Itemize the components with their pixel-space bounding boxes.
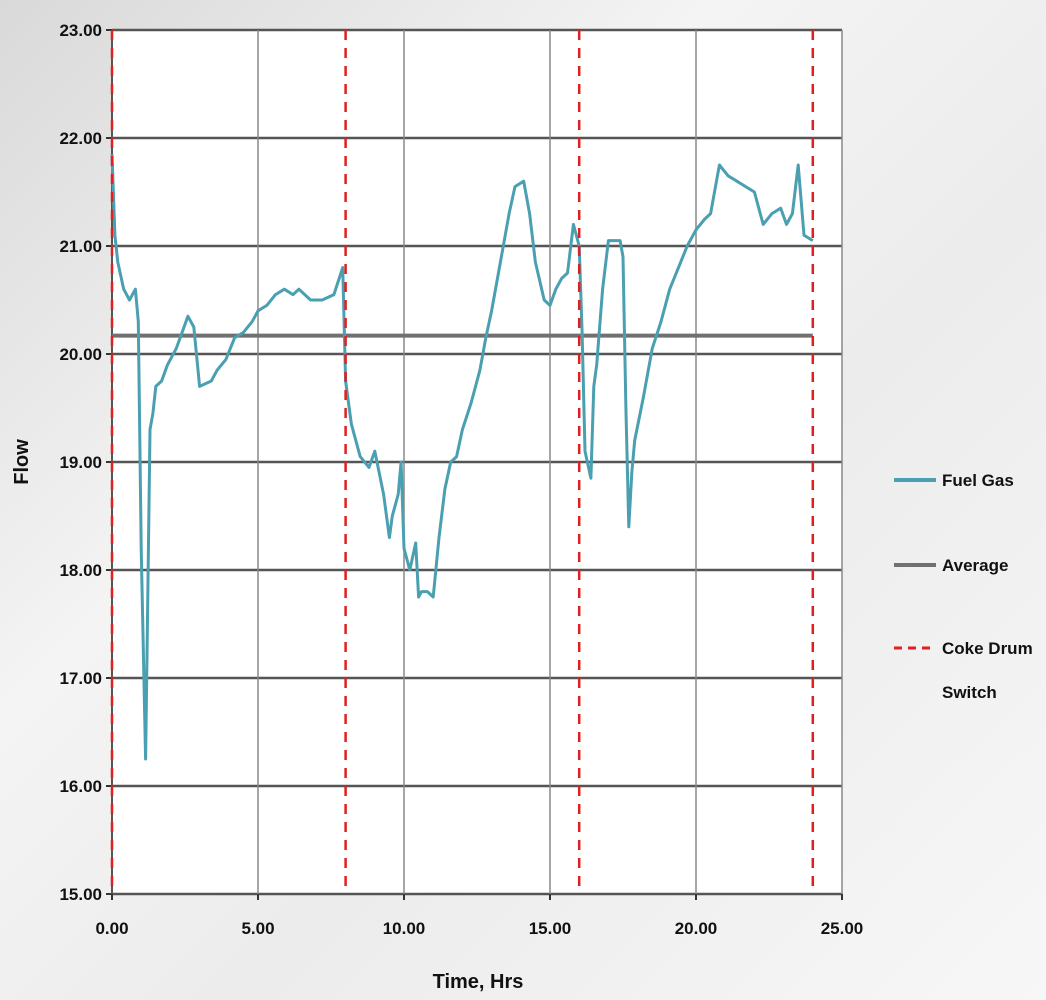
y-tick-label: 17.00 xyxy=(59,669,102,688)
y-tick-label: 19.00 xyxy=(59,453,102,472)
y-axis-title: Flow xyxy=(11,439,33,485)
x-tick-label: 25.00 xyxy=(821,919,864,938)
y-tick-label: 20.00 xyxy=(59,345,102,364)
x-tick-labels: 0.00 5.00 10.00 15.00 20.00 25.00 xyxy=(95,919,863,938)
y-tick-label: 21.00 xyxy=(59,237,102,256)
y-tick-label: 18.00 xyxy=(59,561,102,580)
y-tick-label: 16.00 xyxy=(59,777,102,796)
y-tick-label: 23.00 xyxy=(59,21,102,40)
series-group xyxy=(110,154,814,761)
x-tick-label: 10.00 xyxy=(383,919,426,938)
y-gridlines xyxy=(106,28,842,896)
legend-label: Average xyxy=(942,556,1008,575)
fuel-gas-series-line xyxy=(110,154,814,761)
coke-drum-switch-lines xyxy=(110,30,815,894)
legend: Fuel Gas Average Coke Drum Switch xyxy=(894,471,1033,702)
x-axis-title: Time, Hrs xyxy=(433,971,524,993)
x-tick-label: 5.00 xyxy=(241,919,274,938)
legend-label: Coke Drum Switch xyxy=(942,639,1033,702)
y-tick-label: 22.00 xyxy=(59,129,102,148)
y-tick-labels: 15.00 16.00 17.00 18.00 19.00 20.00 21.00 22.00… xyxy=(59,21,102,904)
y-tick-label: 15.00 xyxy=(59,885,102,904)
x-tick-label: 20.00 xyxy=(675,919,718,938)
x-tick-label: 0.00 xyxy=(95,919,128,938)
legend-label: Fuel Gas xyxy=(942,471,1014,490)
x-tick-label: 15.00 xyxy=(529,919,572,938)
